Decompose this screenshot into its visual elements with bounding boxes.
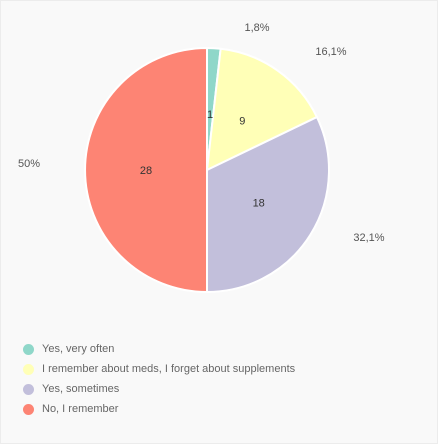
legend-swatch bbox=[23, 363, 34, 375]
slice-value-label: 28 bbox=[140, 165, 152, 177]
pie-chart: 1 1,8% 9 16,1% 18 32,1% 28 50% bbox=[18, 22, 385, 293]
legend-swatch bbox=[23, 343, 34, 355]
slice-percent-label: 32,1% bbox=[353, 232, 384, 244]
legend-label: I remember about meds, I forget about su… bbox=[42, 363, 296, 375]
legend-label: Yes, sometimes bbox=[42, 383, 120, 395]
slice-value-label: 9 bbox=[239, 115, 245, 127]
legend-label: Yes, very often bbox=[42, 343, 115, 355]
legend-item-yes-very-often[interactable]: Yes, very often bbox=[23, 339, 295, 359]
legend-item-forget-supplements[interactable]: I remember about meds, I forget about su… bbox=[23, 359, 295, 379]
slice-percent-label: 1,8% bbox=[244, 22, 269, 34]
legend-label: No, I remember bbox=[42, 403, 119, 415]
pie-slice-yes-sometimes[interactable] bbox=[206, 116, 330, 293]
slice-percent-label: 16,1% bbox=[315, 46, 346, 58]
legend-item-yes-sometimes[interactable]: Yes, sometimes bbox=[23, 379, 295, 399]
pie-slice-no-i-remember[interactable] bbox=[84, 47, 208, 293]
pie-slice-forget-supplements[interactable] bbox=[206, 47, 318, 171]
legend-swatch bbox=[23, 383, 34, 395]
slice-value-label: 18 bbox=[253, 198, 265, 210]
slice-percent-label: 50% bbox=[18, 158, 40, 170]
legend: Yes, very often I remember about meds, I… bbox=[23, 339, 295, 419]
legend-swatch bbox=[23, 403, 34, 415]
legend-item-no-i-remember[interactable]: No, I remember bbox=[23, 399, 295, 419]
slice-value-label: 1 bbox=[207, 109, 213, 121]
